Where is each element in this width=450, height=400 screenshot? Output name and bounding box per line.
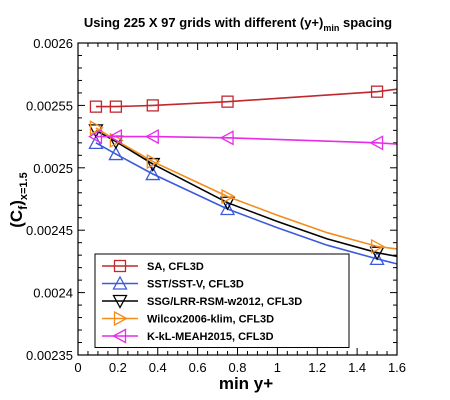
chart-title-main: Using 225 X 97 grids with different (y+) bbox=[84, 15, 323, 30]
legend-marker-sst-sst-v-cfl3d bbox=[112, 275, 128, 290]
data-point-k-kl-meah2015-cfl3d bbox=[88, 129, 103, 145]
chart-title-tail: spacing bbox=[339, 15, 392, 30]
x-tick-label: 1 bbox=[274, 360, 281, 375]
data-point-sa-cfl3d bbox=[370, 85, 384, 98]
legend-label-sst-sst-v-cfl3d: SST/SST-V, CFL3D bbox=[147, 279, 244, 291]
data-point-wilcox2006-klim-cfl3d bbox=[89, 120, 104, 136]
series-line-ssg-lrr-rsm-w2012-cfl3d bbox=[95, 129, 397, 258]
series-line-k-kl-meah2015-cfl3d bbox=[95, 135, 397, 145]
x-tick-label: 0.2 bbox=[109, 360, 127, 375]
legend-label-ssg-lrr-rsm-w2012-cfl3d: SSG/LRR-RSM-w2012, CFL3D bbox=[147, 296, 302, 308]
legend-label-wilcox2006-klim-cfl3d: Wilcox2006-klim, CFL3D bbox=[147, 314, 274, 326]
data-point-sa-cfl3d bbox=[221, 95, 234, 108]
data-point-sa-cfl3d bbox=[109, 100, 123, 113]
x-tick-label: 0.4 bbox=[149, 360, 167, 375]
data-point-k-kl-meah2015-cfl3d bbox=[144, 129, 159, 145]
series-line-wilcox2006-klim-cfl3d bbox=[95, 127, 397, 250]
data-point-k-kl-meah2015-cfl3d bbox=[219, 130, 234, 146]
data-point-sa-cfl3d bbox=[89, 100, 103, 113]
legend-marker-wilcox2006-klim-cfl3d bbox=[113, 310, 128, 327]
data-point-sst-sst-v-cfl3d bbox=[108, 146, 124, 161]
legend: SA, CFL3D SST/SST-V, CFL3D SSG/LRR-RSM-w20… bbox=[94, 253, 350, 348]
y-tick-label: 0.00245 bbox=[26, 223, 73, 238]
plot-area: 0 0.2 0.4 0.6 0.8 1 1.2 1.4 1.6 0.00235 0.0024 0.00… bbox=[26, 36, 406, 375]
y-tick-label: 0.0024 bbox=[33, 286, 73, 301]
legend-marker-k-kl-meah2015-cfl3d bbox=[112, 328, 127, 344]
y-tick-label: 0.0025 bbox=[33, 161, 73, 176]
data-point-wilcox2006-klim-cfl3d bbox=[221, 188, 236, 205]
chart-title: Using 225 X 97 grids with different (y+)… bbox=[84, 15, 392, 33]
x-tick-label: 0.8 bbox=[228, 360, 246, 375]
legend-marker-ssg-lrr-rsm-w2012-cfl3d bbox=[112, 294, 128, 309]
data-point-sst-sst-v-cfl3d bbox=[369, 251, 385, 266]
y-axis-title: (Cf)x=1.5 bbox=[7, 172, 30, 227]
x-tick-label: 1.4 bbox=[348, 360, 366, 375]
data-point-wilcox2006-klim-cfl3d bbox=[370, 238, 385, 255]
x-tick-label: 1.6 bbox=[388, 360, 406, 375]
legend-marker-sa-cfl3d bbox=[113, 259, 127, 273]
data-point-sa-cfl3d bbox=[146, 99, 159, 112]
legend-label-k-kl-meah2015-cfl3d: K-kL-MEAH2015, CFL3D bbox=[147, 331, 274, 343]
x-axis-title: min y+ bbox=[219, 374, 273, 393]
data-point-wilcox2006-klim-cfl3d bbox=[146, 153, 161, 170]
legend-label-sa-cfl3d: SA, CFL3D bbox=[147, 261, 204, 273]
x-tick-label: 1.2 bbox=[308, 360, 326, 375]
data-point-sst-sst-v-cfl3d bbox=[219, 201, 236, 216]
data-point-k-kl-meah2015-cfl3d bbox=[369, 135, 384, 151]
chart-title-subscript: min bbox=[323, 23, 339, 33]
y-axis-title-main: (C bbox=[7, 210, 26, 228]
series-line-sa-cfl3d bbox=[95, 88, 397, 108]
y-tick-label: 0.0026 bbox=[33, 36, 73, 51]
x-tick-label: 0.6 bbox=[189, 360, 207, 375]
plot-frame bbox=[77, 42, 398, 356]
series-line-sst-sst-v-cfl3d bbox=[95, 142, 397, 265]
data-point-k-kl-meah2015-cfl3d bbox=[108, 129, 123, 145]
y-axis-title-close: ) bbox=[7, 200, 26, 206]
y-axis-title-subscript-f: f bbox=[16, 205, 30, 210]
y-tick-label: 0.00255 bbox=[26, 98, 73, 113]
y-axis-title-subscript-x: x=1.5 bbox=[18, 172, 30, 200]
x-tick-label: 0 bbox=[74, 360, 81, 375]
y-tick-label: 0.00235 bbox=[26, 348, 73, 363]
data-point-sst-sst-v-cfl3d bbox=[145, 166, 161, 181]
